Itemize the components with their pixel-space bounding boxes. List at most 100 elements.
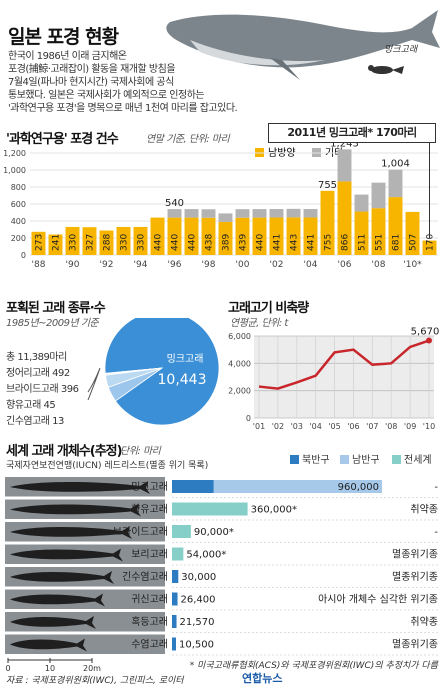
- pie-slice: [104, 318, 220, 426]
- bar-south: [218, 221, 233, 255]
- bar-south: [320, 190, 335, 255]
- whale-caption: 밍크고래: [384, 44, 419, 55]
- bar-chart-title: '과학연구용' 포경 건수: [6, 132, 119, 147]
- bar-south-label: 960,000: [338, 482, 379, 493]
- x-tick-label: '09: [404, 422, 416, 431]
- species-label: 브라이드고래: [113, 526, 168, 538]
- bar-north: [172, 570, 179, 583]
- bar-value-label: 681: [392, 234, 402, 251]
- status-label: 아시아 개체수 심각한 위기종: [318, 593, 438, 606]
- status-label: -: [434, 527, 438, 538]
- bar-value-label: 330: [137, 234, 147, 251]
- bar-north: [172, 637, 176, 651]
- callout-2011: 2011년 밍크고래* 170마리: [268, 123, 436, 143]
- bar-other: [371, 182, 386, 209]
- x-tick-label: '98: [202, 260, 216, 270]
- bar-total-label: 1,243: [330, 143, 359, 149]
- bar-value-label: 866: [341, 234, 351, 251]
- y-tick-label: 400: [11, 217, 26, 226]
- source-note: 자료 : 국제포경위원회(IWC), 그린피스, 로이터: [6, 676, 184, 686]
- bar-north-label: 10,500: [179, 640, 214, 651]
- x-tick-label: '06: [347, 422, 359, 431]
- x-tick-label: '04: [309, 422, 321, 431]
- bar-other: [235, 209, 250, 218]
- intro-text: 한국이 1986년 이래 금지해온 포경(捕鯨·고래잡이) 활동을 재개할 방침…: [8, 50, 308, 115]
- legend-label: 전세계: [404, 454, 432, 466]
- bar-value-label: 389: [222, 234, 232, 251]
- bar-south: [184, 217, 199, 255]
- intro-line: '과학연구용 포경'을 명목으로 매년 1천여 마리를 잡고있다.: [8, 103, 238, 114]
- bar-south: [235, 217, 250, 255]
- whale-silhouette-icon: [10, 571, 114, 584]
- status-label: 멸종위기종: [392, 570, 438, 583]
- end-point: [426, 337, 432, 344]
- bar-other: [354, 194, 369, 212]
- x-tick-label: '03: [291, 422, 303, 431]
- x-tick-label: '04: [304, 260, 318, 270]
- bar-total-label: 755: [318, 180, 337, 191]
- intro-line: 포경(捕鯨·고래잡이) 활동을 재개할 방침을: [8, 64, 176, 75]
- bar-world-label: 360,000*: [251, 505, 297, 516]
- bar-value-label: 241: [52, 234, 62, 251]
- meat-stock-line-chart: 0 2,000 4,000 6,000 5,670 '01 '02 '03 '04 '05 '06 '…: [228, 327, 439, 431]
- bar-south: [371, 208, 386, 255]
- bar-total-label: 1,004: [381, 159, 410, 170]
- bar-other: [388, 169, 403, 198]
- bar-world-label: 90,000*: [194, 527, 234, 538]
- x-tick-label: '05: [328, 422, 340, 431]
- bar-value-label: 273: [35, 234, 45, 251]
- bar-value-label: 440: [154, 234, 164, 251]
- whale-silhouette-icon: [10, 503, 141, 517]
- pie-main-name: 밍크고래: [167, 353, 204, 365]
- bar-other: [269, 209, 284, 218]
- species-label: 향유고래: [131, 504, 168, 516]
- bar-other: [303, 209, 318, 218]
- bar-other: [286, 208, 301, 218]
- bar-value-label: 511: [358, 234, 368, 251]
- pop-chart-title: 세계 고래 개체수(추정): [6, 444, 123, 459]
- species-label: 귀신고래: [131, 594, 168, 606]
- minke-whale-icon: [166, 10, 440, 68]
- pie-leader-lines: [87, 367, 101, 401]
- bar-north: [172, 592, 178, 606]
- bar-other: [218, 213, 233, 222]
- bar-value-label: 330: [69, 234, 79, 251]
- bar-south: [303, 217, 318, 255]
- pop-source-line: 국제자연보전연맹(IUCN) 레드리스트(멸종 위기 목록): [6, 461, 209, 471]
- bar-south: [133, 226, 148, 255]
- bar-other: [252, 209, 267, 218]
- intro-line: 통보했다. 일본은 국제사회가 예외적으로 인정하는: [8, 90, 205, 101]
- bar-value-label: 327: [86, 234, 96, 251]
- whale-illustration: 밍크고래: [166, 10, 440, 80]
- x-tick-label: '88: [32, 260, 46, 270]
- bar-value-label: 441: [273, 234, 283, 251]
- pie-total-label: 총 11,389마리: [6, 352, 67, 363]
- y-tick-label: 1,000: [3, 166, 26, 175]
- pie-label-sperm: 향유고래 45: [6, 400, 56, 411]
- bar-south: [201, 217, 216, 255]
- species-label: 수염고래: [131, 639, 168, 651]
- status-label: 멸종위기종: [392, 638, 438, 651]
- status-label: -: [434, 482, 438, 493]
- legend-swatch: [392, 455, 401, 464]
- bar-south: [354, 211, 369, 255]
- species-label: 보리고래: [131, 549, 168, 561]
- species-label: 밍크고래: [131, 481, 168, 493]
- whale-silhouette-icon: [10, 526, 132, 539]
- bar-south: [286, 217, 301, 255]
- legend-swatch: [340, 455, 349, 464]
- bar-south: [167, 217, 182, 255]
- status-label: 취약종: [410, 616, 438, 628]
- bar-value-label: 551: [375, 234, 385, 251]
- bar-south: [99, 230, 114, 255]
- y-tick-label: 0: [246, 414, 251, 423]
- bar-south: [405, 211, 420, 255]
- bar-value-label: 288: [103, 234, 113, 251]
- x-tick-label: '06: [338, 260, 352, 270]
- legend-swatch: [290, 455, 299, 464]
- y-tick-label: 1,200: [3, 149, 26, 158]
- legend-label: 남반구: [352, 454, 380, 466]
- series-line: [258, 339, 430, 390]
- x-tick-label: '96: [168, 260, 182, 270]
